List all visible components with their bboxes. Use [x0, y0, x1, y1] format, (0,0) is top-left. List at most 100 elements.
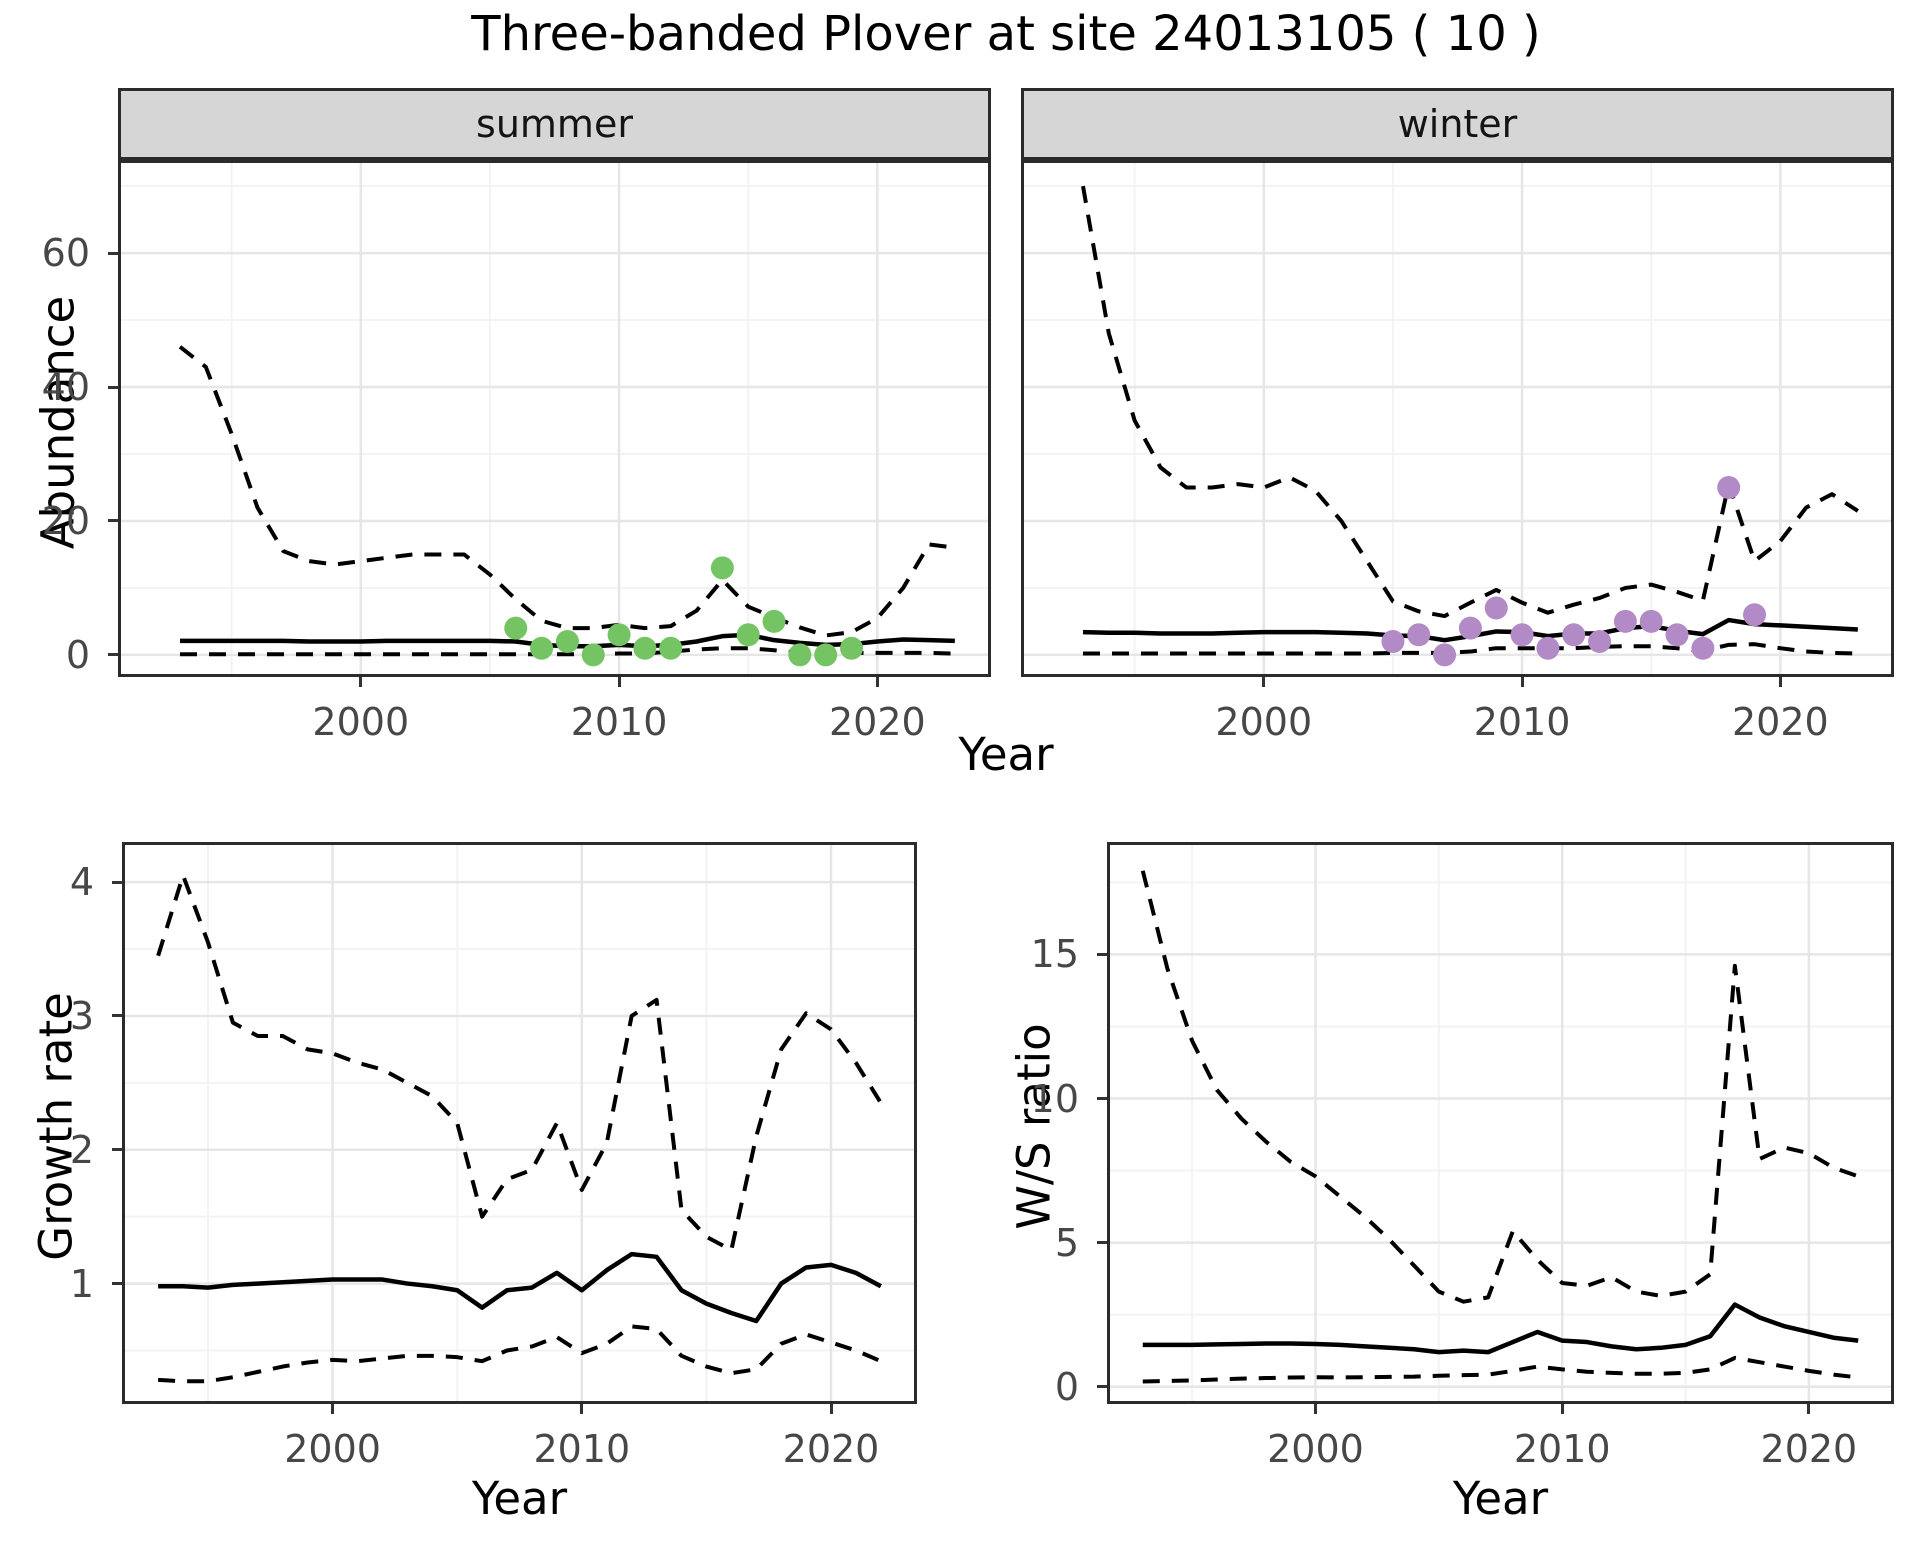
y-tick-mark — [1097, 1097, 1107, 1100]
panel-abundance-winter — [1021, 160, 1894, 677]
x-tick-label: 2010 — [1473, 700, 1571, 744]
y-tick-label: 4 — [69, 860, 94, 905]
x-tick-mark — [1520, 677, 1524, 687]
data-point-observed_count — [840, 636, 864, 660]
data-point-observed_count — [1717, 475, 1741, 499]
panel-abundance-summer — [118, 160, 991, 677]
x-axis-title-ws-ratio: Year — [1452, 1472, 1549, 1525]
series-line-upper_95_CI — [1140, 870, 1859, 1304]
y-tick-mark — [112, 1282, 122, 1286]
x-tick-mark — [1778, 677, 1782, 687]
panel-border-abundance-winter — [1021, 160, 1894, 677]
y-tick-mark — [108, 385, 118, 389]
x-tick-label: 2010 — [1513, 1427, 1611, 1471]
y-tick-label: 0 — [65, 632, 90, 677]
panel-background-growth-rate — [122, 842, 917, 1404]
data-point-observed_count — [1407, 623, 1431, 647]
x-axis-title-growth-rate: Year — [471, 1472, 568, 1525]
y-tick-label: 60 — [41, 231, 90, 276]
panel-border-growth-rate — [122, 842, 917, 1404]
y-tick-label: 2 — [69, 1127, 94, 1172]
panel-border-ws-ratio — [1107, 842, 1894, 1404]
x-tick-mark — [359, 677, 363, 687]
x-tick-mark — [1313, 1404, 1317, 1414]
y-tick-label: 40 — [41, 365, 90, 410]
y-tick-label: 20 — [41, 498, 90, 543]
facet-strip-label: summer — [476, 102, 633, 146]
x-tick-label: 2000 — [1215, 700, 1313, 744]
series-line-lower_95_CI — [1142, 1355, 1859, 1384]
panel-background-abundance-summer — [118, 160, 991, 677]
x-tick-label: 2020 — [828, 700, 926, 744]
y-tick-mark — [108, 519, 118, 523]
data-point-observed_count — [1562, 623, 1586, 647]
y-tick-mark — [1097, 1385, 1107, 1389]
x-tick-label: 2000 — [284, 1427, 381, 1471]
y-tick-label: 1 — [69, 1261, 94, 1306]
data-point-observed_count — [1639, 609, 1663, 633]
data-point-observed_count — [1613, 609, 1637, 633]
data-point-observed_count — [1665, 623, 1689, 647]
y-tick-label: 5 — [1054, 1220, 1079, 1265]
data-point-observed_count — [1381, 630, 1405, 654]
x-tick-label: 2010 — [570, 700, 668, 744]
x-tick-label: 2020 — [1731, 700, 1829, 744]
data-point-observed_count — [1536, 636, 1560, 660]
data-point-observed_count — [788, 643, 812, 667]
y-tick-mark — [112, 880, 122, 884]
facet-strip-summer: summer — [118, 88, 991, 160]
panel-ws-ratio — [1107, 842, 1894, 1404]
x-tick-mark — [1807, 1404, 1811, 1414]
y-tick-mark — [112, 1148, 122, 1152]
facet-strip-winter: winter — [1021, 88, 1894, 160]
data-point-observed_count — [1458, 616, 1482, 640]
x-tick-mark — [1560, 1404, 1564, 1414]
x-tick-mark — [617, 677, 621, 687]
y-tick-mark — [108, 251, 118, 255]
data-point-observed_count — [736, 623, 760, 647]
data-point-observed_count — [581, 643, 605, 667]
y-axis-title-ws-ratio: W/S ratio — [1007, 1023, 1061, 1230]
panel-border-abundance-summer — [118, 160, 991, 677]
y-tick-label: 10 — [1030, 1076, 1079, 1121]
data-point-observed_count — [659, 636, 683, 660]
x-tick-label: 2000 — [1267, 1427, 1364, 1471]
data-point-observed_count — [1433, 643, 1457, 667]
series-line-lower_95_CI — [1082, 642, 1858, 656]
panel-background-ws-ratio — [1107, 842, 1894, 1404]
y-tick-mark — [1097, 952, 1107, 956]
data-point-observed_count — [530, 636, 554, 660]
data-point-observed_count — [1588, 630, 1612, 654]
data-point-observed_count — [710, 556, 734, 580]
x-tick-mark — [875, 677, 879, 687]
panel-background-abundance-winter — [1021, 160, 1894, 677]
x-tick-label: 2000 — [312, 700, 410, 744]
data-point-observed_count — [504, 616, 528, 640]
y-tick-label: 15 — [1030, 932, 1079, 977]
panel-growth-rate — [122, 842, 917, 1404]
data-point-observed_count — [1484, 596, 1508, 620]
series-line-median — [1142, 1302, 1859, 1355]
data-point-observed_count — [762, 609, 786, 633]
y-tick-mark — [1097, 1241, 1107, 1245]
x-tick-mark — [1262, 677, 1266, 687]
y-tick-mark — [108, 653, 118, 657]
x-tick-label: 2020 — [782, 1427, 880, 1471]
x-tick-label: 2010 — [533, 1427, 631, 1471]
x-tick-mark — [331, 1404, 335, 1414]
y-tick-label: 3 — [69, 993, 94, 1038]
series-line-upper_95_CI — [156, 873, 883, 1253]
data-point-observed_count — [814, 643, 838, 667]
x-axis-title-top: Year — [958, 728, 1054, 781]
data-point-observed_count — [607, 623, 631, 647]
plot-title: Three-banded Plover at site 24013105 ( 1… — [471, 6, 1541, 62]
data-point-observed_count — [633, 636, 657, 660]
y-tick-label: 0 — [1054, 1364, 1079, 1409]
facet-strip-label: winter — [1397, 102, 1518, 146]
y-tick-mark — [112, 1014, 122, 1018]
data-point-observed_count — [1691, 636, 1715, 660]
data-point-observed_count — [1743, 603, 1767, 627]
series-line-median — [158, 1251, 882, 1324]
series-line-lower_95_CI — [158, 1324, 882, 1384]
